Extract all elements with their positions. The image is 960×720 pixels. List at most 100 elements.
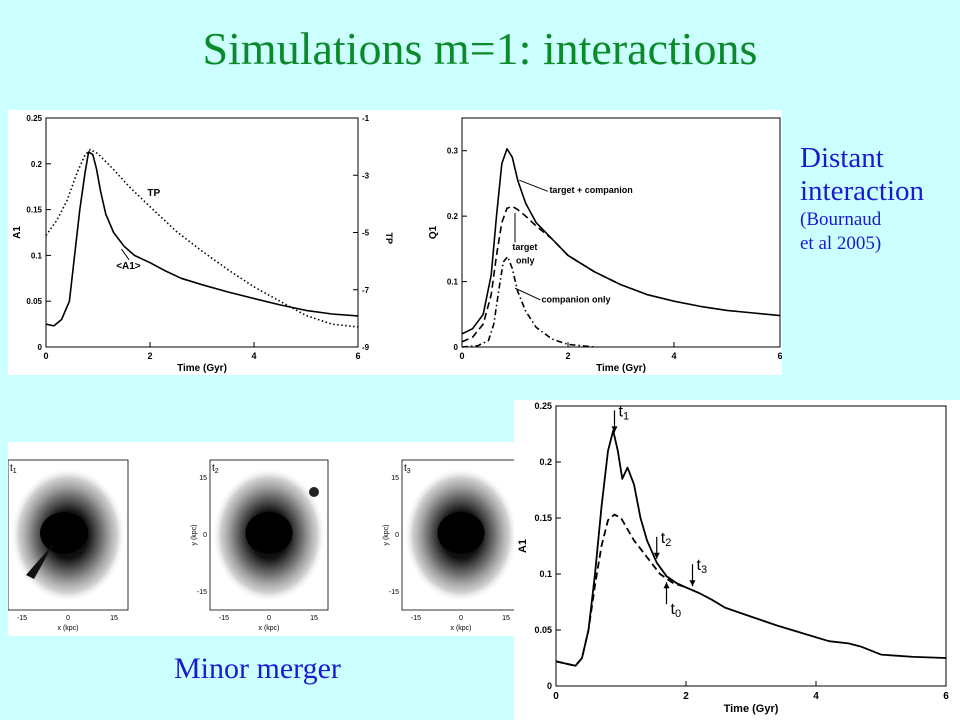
companion-blob — [309, 487, 319, 497]
side-label: Distant interaction (Bournaud et al 2005… — [800, 142, 924, 256]
snapshot-panels: t1 -15 0 15 x (kpc) t2 -15 -15 0 0 15 15 x (kpc) y (k… — [8, 459, 520, 632]
annotation-pointer — [514, 287, 541, 301]
series-line-solid — [461, 147, 781, 335]
y-tick-label: 0.2 — [539, 457, 552, 467]
snap-y-tick: -15 — [197, 589, 207, 596]
marker-arrowhead-t2 — [653, 552, 660, 559]
y2-axis-label: TP — [384, 233, 394, 245]
series-line-dashdot — [461, 255, 595, 348]
x-tick-label: 0 — [553, 691, 559, 702]
y-tick-label: 0.25 — [26, 114, 42, 123]
chart-merger-a1: 0 2 4 6 0 0.05 0.1 0.15 0.2 0.25 Time (Gyr) A1 t1 t2 t… — [517, 401, 949, 715]
citation-line-2: et al 2005) — [800, 233, 882, 254]
y2-tick-label: -9 — [362, 343, 370, 352]
slide-title: Simulations m=1: interactions — [202, 23, 758, 74]
plot-frame — [555, 405, 947, 687]
density-core — [437, 512, 485, 554]
annotation-only: only — [516, 255, 535, 265]
snap-y-tick: -15 — [389, 589, 399, 596]
y2-tick-label: -5 — [362, 229, 370, 238]
side-label-line-2: interaction — [800, 175, 925, 207]
snap-x-tick: -15 — [17, 615, 27, 622]
chart-q1: 0 2 4 6 0 0.1 0.2 0.3 Time (Gyr) Q1 target + compa… — [428, 117, 782, 374]
y-axis-label: A1 — [517, 539, 529, 553]
side-label-line-1: Distant — [800, 142, 884, 174]
y-axis-label: A1 — [12, 226, 23, 239]
snap-x-tick: -15 — [219, 615, 229, 622]
y-tick-label: 0.3 — [447, 147, 459, 156]
marker-label-t2: t2 — [661, 530, 672, 549]
x-axis-label: Time (Gyr) — [724, 703, 779, 715]
marker-label-t0: t0 — [671, 601, 682, 620]
density-core — [40, 512, 88, 554]
x-tick-label: 0 — [43, 351, 48, 361]
y-tick-label: 0 — [38, 343, 43, 352]
y-tick-label: 0 — [454, 343, 459, 352]
snapshot-strip: t1 -15 0 15 x (kpc) t2 -15 -15 0 0 15 15 x (kpc) y (k… — [8, 442, 520, 636]
annotation-target: target — [512, 242, 537, 252]
x-tick-label: 4 — [813, 691, 819, 702]
snapshot-tag-t3: t3 — [404, 463, 411, 475]
tidal-tail — [26, 543, 54, 579]
snapshot-tag-t2: t2 — [212, 463, 219, 475]
y-tick-label: 0.05 — [26, 297, 42, 306]
y2-tick-label: -3 — [362, 171, 370, 180]
x-tick-label: 6 — [943, 691, 949, 702]
snap-y-tick: 15 — [199, 475, 207, 482]
x-axis-label: Time (Gyr) — [177, 363, 227, 374]
annotation-tp: TP — [147, 188, 160, 199]
y-tick-label: 0.15 — [26, 206, 42, 215]
series-line-dashed — [461, 205, 622, 343]
y-tick-label: 0.2 — [31, 160, 43, 169]
x-tick-label: 6 — [777, 351, 782, 361]
y-tick-label: 0 — [547, 681, 552, 691]
x-tick-label: 4 — [251, 351, 256, 361]
y-tick-label: 0.15 — [534, 513, 552, 523]
snap-x-tick: 15 — [110, 615, 118, 622]
annotation-pointer — [519, 179, 549, 192]
citation-line-1: (Bournaud — [800, 209, 882, 230]
marker-arrowhead-t3 — [689, 580, 696, 587]
x-tick-label: 0 — [459, 351, 464, 361]
snap-x-tick: 15 — [310, 615, 318, 622]
merger-figure: 0 2 4 6 0 0.05 0.1 0.15 0.2 0.25 Time (Gyr) A1 t1 t2 t… — [514, 400, 960, 720]
series-line-solid — [45, 151, 359, 327]
y-tick-label: 0.05 — [534, 625, 552, 635]
y-tick-label: 0.1 — [447, 278, 459, 287]
snap-y-label: y (kpc) — [191, 525, 198, 546]
snap-x-tick: 0 — [66, 615, 70, 622]
y-tick-label: 0.25 — [534, 401, 552, 411]
y-tick-label: 0.1 — [539, 569, 552, 579]
density-core — [245, 512, 293, 554]
marker-arrowhead-t0 — [663, 582, 670, 589]
snap-x-tick: 15 — [502, 615, 510, 622]
marker-label-t3: t3 — [697, 557, 708, 576]
series-line-dashed — [555, 513, 687, 667]
top-figure: 0 2 4 6 0 0.05 0.1 0.15 0.2 0.25 -1 -3 -5 -7 -9 TP Time … — [8, 110, 782, 375]
snap-x-label: x (kpc) — [58, 625, 79, 632]
x-tick-label: 6 — [355, 351, 360, 361]
y-axis-label: Q1 — [428, 225, 439, 239]
annotation-companion: companion only — [542, 295, 611, 305]
series-line-solid — [555, 429, 947, 667]
x-tick-label: 4 — [671, 351, 676, 361]
snap-y-label: y (kpc) — [383, 525, 390, 546]
x-axis-label: Time (Gyr) — [596, 363, 646, 374]
x-tick-label: 2 — [683, 691, 689, 702]
series-line-dotted — [45, 148, 359, 328]
y2-tick-label: -1 — [362, 114, 370, 123]
snap-y-tick: 15 — [391, 475, 399, 482]
minor-merger-label: Minor merger — [174, 652, 341, 685]
y2-tick-label: -7 — [362, 286, 370, 295]
snap-y-tick: 0 — [395, 532, 399, 539]
y-tick-label: 0.1 — [31, 251, 43, 260]
chart-a1-tp: 0 2 4 6 0 0.05 0.1 0.15 0.2 0.25 -1 -3 -5 -7 -9 TP Time … — [12, 114, 394, 374]
annotation-target-companion: target + companion — [549, 185, 632, 195]
snap-x-label: x (kpc) — [451, 625, 472, 632]
plot-frame — [45, 117, 359, 348]
marker-label-t1: t1 — [619, 403, 630, 422]
y-tick-label: 0.2 — [447, 212, 459, 221]
snapshot-tag-t1: t1 — [10, 463, 17, 475]
annotation-pointer — [120, 248, 130, 261]
plot-frame — [461, 117, 781, 348]
